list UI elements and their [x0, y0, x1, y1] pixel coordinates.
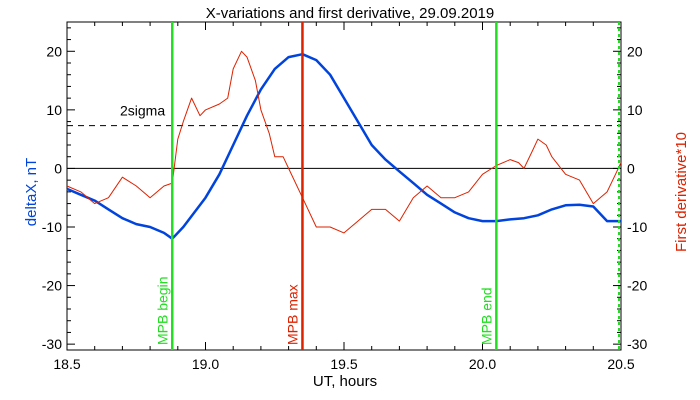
y-tick-label-right: -20 [627, 278, 647, 294]
chart-title: X-variations and first derivative, 29.09… [206, 5, 495, 22]
y-tick-label-left: -20 [42, 278, 62, 294]
marker-label-mpb-begin: MPB begin [154, 277, 170, 345]
marker-label-mpb-end: MPB end [478, 287, 494, 345]
plot-frame [66, 21, 622, 351]
x-axis-label: UT, hours [313, 373, 377, 390]
threshold-label: 2sigma [120, 103, 165, 119]
y-tick-label-right: -30 [627, 336, 647, 352]
x-tick-label: 19.5 [330, 356, 357, 372]
y-tick-label-left: 0 [54, 160, 62, 176]
x-tick-label: 20.0 [469, 356, 496, 372]
y-tick-label-left: -10 [42, 219, 62, 235]
x-tick-label: 19.0 [192, 356, 219, 372]
y-tick-label-left: -30 [42, 336, 62, 352]
y-axis-label-right: First derivative*10 [673, 132, 690, 252]
x-tick-label: 20.5 [607, 356, 634, 372]
y-tick-label-right: 0 [627, 160, 635, 176]
y-tick-label-right: -10 [627, 219, 647, 235]
plot-area: 20 20 10 10 0 0 -10 -10 -20 -20 -30 -30 18.5 19.0 19.5… [42, 21, 647, 372]
x-tick-label: 18.5 [53, 356, 80, 372]
y-tick-label-left: 10 [46, 102, 62, 118]
deltax-series-line [66, 52, 621, 240]
derivative-series-line [66, 50, 622, 234]
y-tick-label-right: 20 [627, 43, 643, 59]
marker-label-mpb-max: MPB max [284, 284, 300, 345]
y-axis-label-left: deltaX, nT [23, 158, 40, 226]
y-tick-label-right: 10 [627, 102, 643, 118]
y-tick-label-left: 20 [46, 43, 62, 59]
